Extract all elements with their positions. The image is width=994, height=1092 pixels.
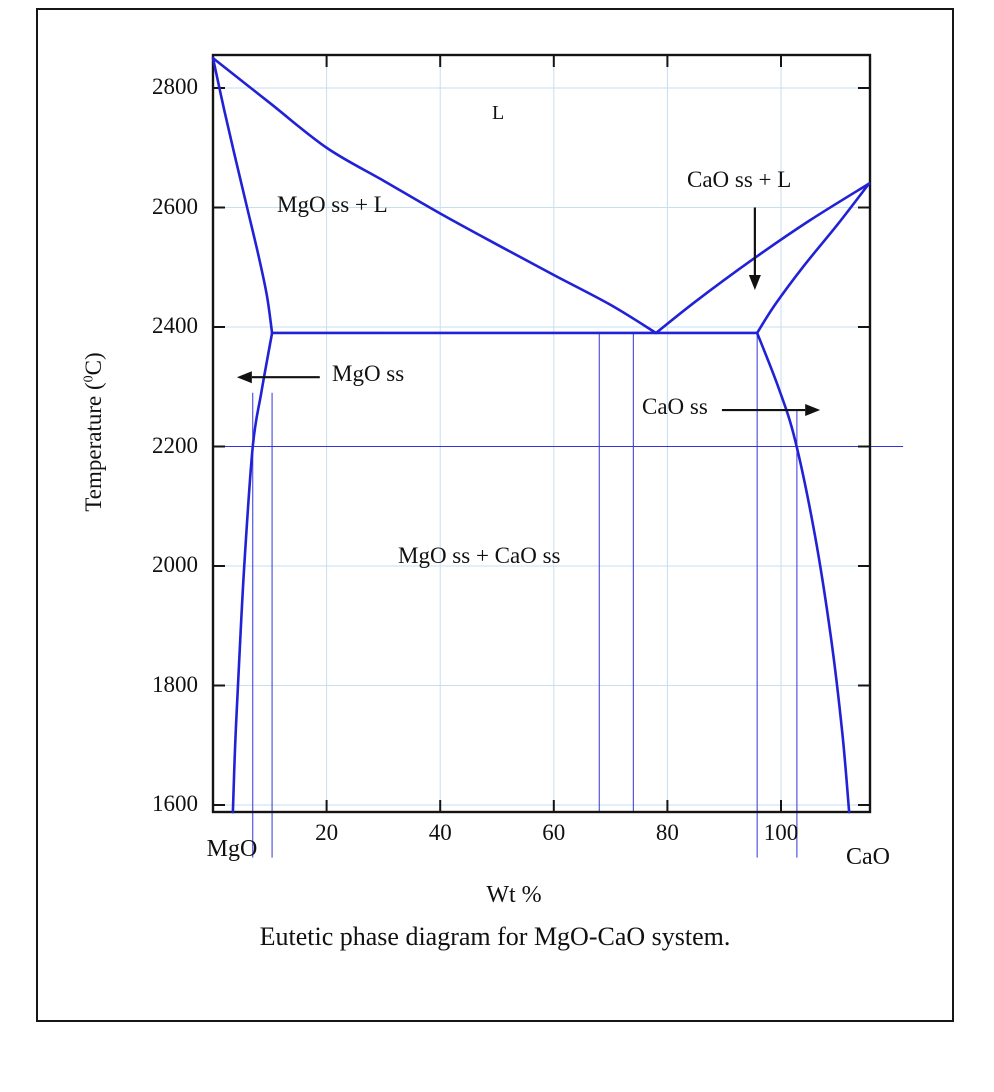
x-axis-right-endpoint-label: CaO <box>846 844 890 870</box>
curve-mgo_liquidus <box>211 56 658 335</box>
curve-mgo_solidus <box>211 56 274 335</box>
cao-ss-l-arrow-head <box>748 274 761 290</box>
x-tick-label: 80 <box>655 820 679 845</box>
cao-ss-arrow-head <box>805 404 821 417</box>
y-tick-label: 2400 <box>152 313 198 338</box>
x-axis-title: Wt % <box>486 882 542 908</box>
y-axis-title: Temperature (0C) <box>81 316 113 548</box>
y-axis-title-text-end: C) <box>81 352 106 376</box>
y-tick-label: 2600 <box>152 193 198 219</box>
plot-border <box>211 53 872 814</box>
region-label-mgo-ss-plus-liquid: MgO ss + L <box>277 192 388 217</box>
y-tick-label: 2800 <box>152 74 198 99</box>
curve-cao_solidus <box>755 182 871 335</box>
figure-caption: Eutetic phase diagram for MgO-CaO system… <box>259 922 731 951</box>
y-tick-label: 2000 <box>152 552 198 577</box>
region-label-cao-ss: CaO ss <box>642 394 708 419</box>
mgo-ss-arrow-head <box>236 371 252 384</box>
curve-cao_solvus <box>755 331 851 814</box>
x-tick-label: 40 <box>428 820 452 845</box>
x-tick-label: 60 <box>542 820 566 845</box>
curve-cao_liquidus <box>654 182 871 335</box>
y-axis-title-superscript: 0 <box>81 375 97 383</box>
y-axis-title-text: Temperature ( <box>81 382 106 512</box>
x-axis-left-endpoint-label: MgO <box>206 836 258 862</box>
region-label-mgo-ss: MgO ss <box>332 361 405 386</box>
x-tick-label: 100 <box>763 820 799 845</box>
x-tick-label: 20 <box>315 820 339 845</box>
region-label-liquid: L <box>492 102 505 124</box>
y-tick-label: 2200 <box>152 432 198 458</box>
curve-mgo_solvus <box>231 331 274 814</box>
region-label-mgo-ss-plus-cao-ss: MgO ss + CaO ss <box>398 543 561 568</box>
y-tick-label: 1600 <box>152 791 198 816</box>
region-label-cao-ss-plus-liquid: CaO ss + L <box>687 167 792 192</box>
y-tick-label: 1800 <box>152 671 198 697</box>
figure-frame <box>36 8 954 1022</box>
